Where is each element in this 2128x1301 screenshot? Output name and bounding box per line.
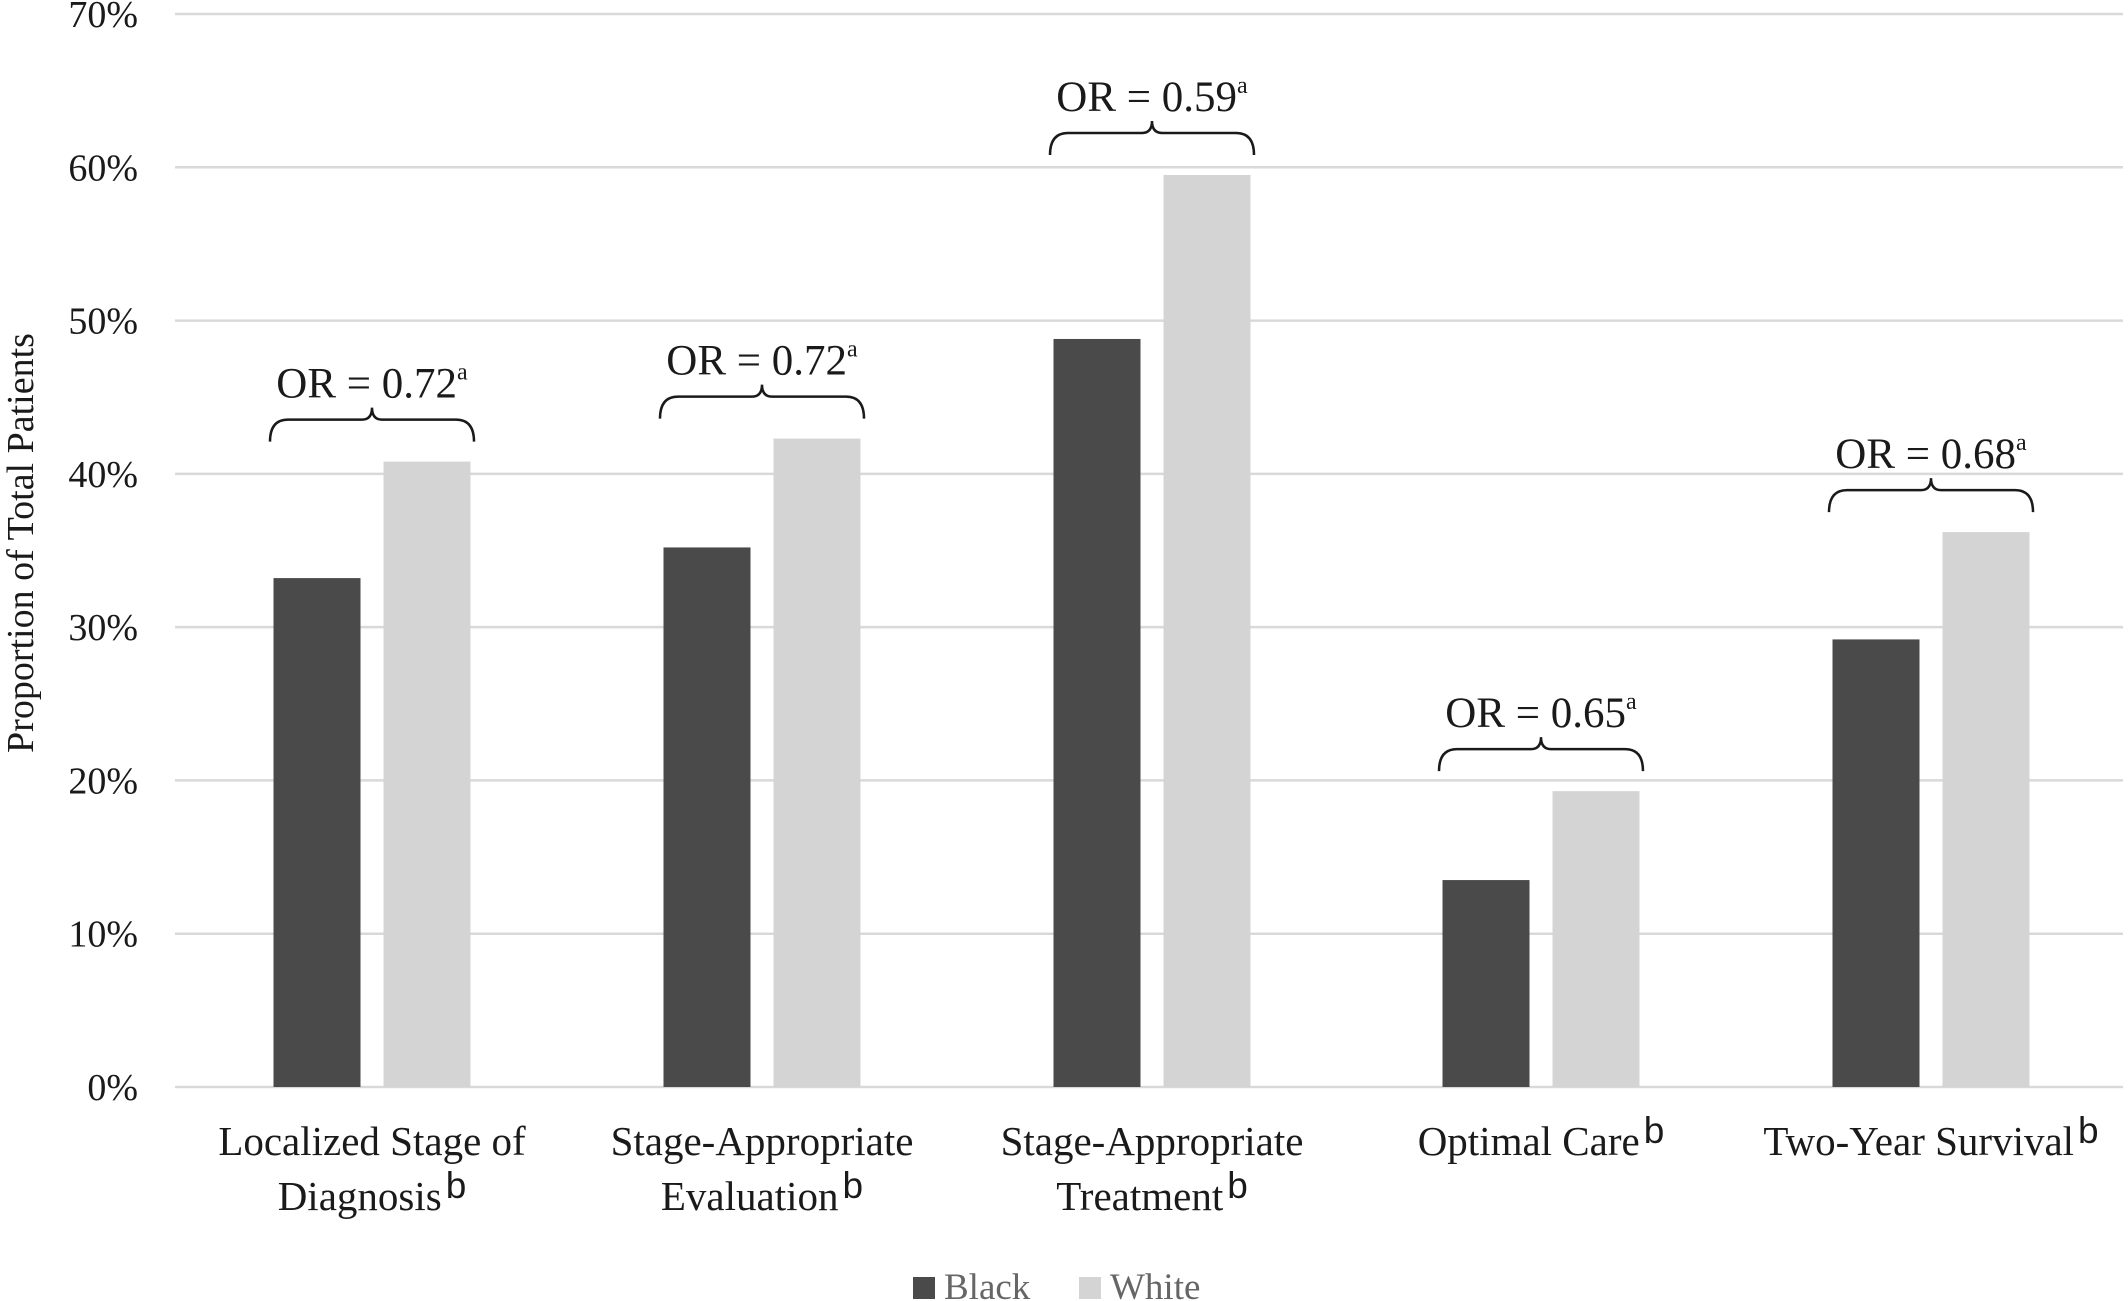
bar-black: [1053, 338, 1141, 1088]
category-label: Optimal Care b: [1418, 1110, 1665, 1164]
category-label: Stage-Appropriate: [1001, 1118, 1304, 1164]
bar-white: [1942, 532, 2030, 1087]
or-label: OR = 0.72a: [276, 360, 468, 408]
y-tick-label: 30%: [68, 607, 138, 649]
y-axis-label: Proportion of Total Patients: [0, 333, 42, 753]
y-tick-label: 50%: [68, 301, 138, 343]
legend-label: White: [1110, 1267, 1200, 1301]
category-label: Diagnosis b: [278, 1165, 467, 1219]
category-label: Stage-Appropriate: [611, 1118, 914, 1164]
legend-swatch-black: [913, 1277, 935, 1299]
odds-ratio-annotations: OR = 0.72a OR = 0.72a OR = 0.59a OR = 0.65a…: [268, 73, 2035, 772]
bar-white: [1163, 174, 1251, 1087]
y-tick-label: 40%: [68, 454, 138, 496]
bar-black: [273, 578, 361, 1087]
bar-white: [383, 461, 471, 1087]
or-label: OR = 0.59a: [1056, 73, 1248, 121]
y-tick-label: 20%: [68, 760, 138, 802]
or-brace: [268, 407, 476, 442]
or-label: OR = 0.65a: [1445, 689, 1637, 737]
bar-black: [1832, 639, 1920, 1087]
legend-label: Black: [944, 1267, 1031, 1301]
or-brace: [658, 384, 866, 419]
bar-black: [1442, 880, 1530, 1087]
y-tick-label: 60%: [68, 147, 138, 189]
legend: Black White: [913, 1267, 1200, 1301]
or-brace: [1827, 478, 2035, 513]
or-brace: [1048, 120, 1256, 155]
category-label: Two-Year Survival b: [1763, 1110, 2098, 1164]
bars: [273, 174, 2030, 1088]
bar-white: [1552, 791, 1640, 1087]
y-tick-label: 0%: [87, 1067, 138, 1109]
y-tick-label: 70%: [68, 0, 138, 36]
or-label: OR = 0.68a: [1835, 430, 2027, 478]
bar-black: [663, 547, 751, 1087]
bar-white: [773, 438, 861, 1087]
or-brace: [1437, 737, 1645, 772]
category-label: Treatment b: [1056, 1165, 1248, 1219]
gridlines: [175, 12, 2123, 1089]
y-axis-ticks: 0% 10% 20% 30% 40% 50% 60% 70%: [68, 0, 138, 1109]
category-label: Evaluation b: [661, 1165, 863, 1219]
y-tick-label: 10%: [68, 914, 138, 956]
legend-swatch-white: [1079, 1277, 1101, 1299]
or-label: OR = 0.72a: [666, 337, 858, 385]
category-label: Localized Stage of: [218, 1118, 526, 1164]
